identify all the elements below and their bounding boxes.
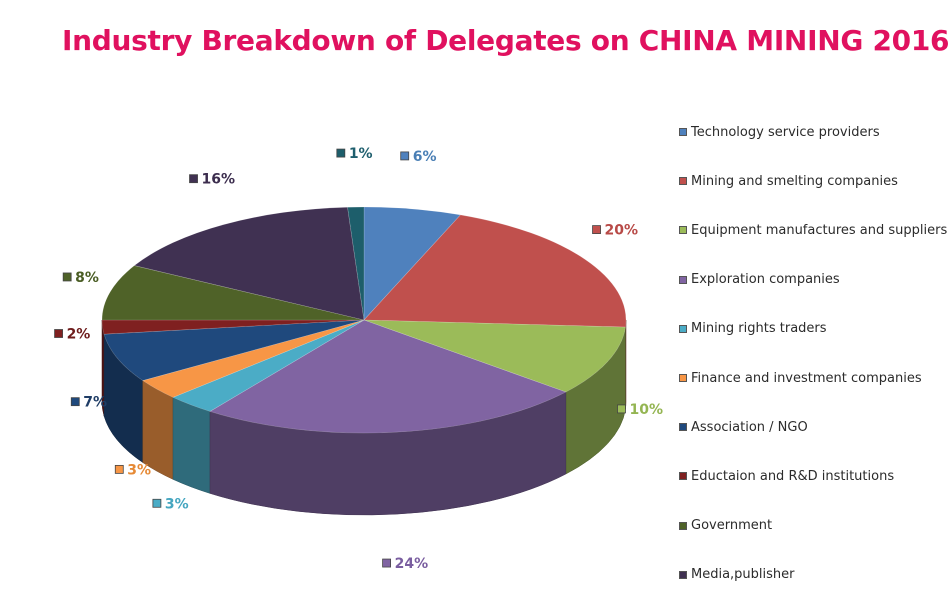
data-label-text-7: 2% (67, 327, 91, 343)
legend-swatch (679, 521, 687, 530)
pie-slice-0 (363, 206, 462, 321)
pie-slice-9 (133, 206, 365, 321)
data-label-marker-0 (400, 151, 410, 161)
legend-item: Finance and investment companies (679, 368, 922, 388)
data-label-text-1: 20% (605, 223, 639, 239)
legend-item: Association / NGO (679, 417, 808, 437)
pie-slice-8 (101, 265, 365, 321)
data-label-marker-10 (336, 148, 346, 158)
data-label-text-2: 10% (629, 402, 663, 418)
pie-slice-4 (172, 319, 365, 412)
legend-item: Government (679, 516, 772, 536)
legend-label: Exploration companies (691, 272, 840, 288)
pie-top (101, 206, 627, 434)
legend-item: Technology service providers (679, 122, 880, 142)
legend-swatch (679, 472, 687, 481)
legend-swatch (679, 177, 687, 186)
data-label-5: 3% (114, 462, 151, 478)
data-label-marker-1 (592, 225, 601, 234)
legend-item: Media,publisher (679, 565, 795, 585)
legend-item: Mining and smelting companies (679, 171, 898, 191)
data-label-marker-5 (114, 464, 124, 474)
pie-slice-5 (142, 319, 365, 398)
legend-label: Media,publisher (691, 567, 795, 583)
legend-label: Association / NGO (691, 419, 808, 435)
legend-label: Mining rights traders (691, 321, 827, 337)
data-label-text-8: 8% (75, 270, 99, 286)
data-label-marker-8 (62, 272, 72, 282)
pie-sides (101, 319, 627, 516)
data-label-text-4: 3% (165, 496, 189, 512)
data-label-text-9: 16% (202, 172, 236, 188)
data-label-text-5: 3% (127, 462, 151, 478)
data-label-text-3: 24% (395, 556, 429, 572)
data-label-marker-6 (70, 397, 80, 407)
pie-slice-6 (103, 319, 365, 381)
legend-swatch (679, 226, 687, 235)
legend-item: Equipment manufactures and suppliers (679, 220, 947, 240)
data-label-6: 7% (70, 395, 107, 411)
pie-slice-10 (347, 206, 365, 321)
legend-swatch (679, 324, 687, 333)
legend-item: Eductaion and R&D institutions (679, 466, 894, 486)
legend-label: Finance and investment companies (691, 370, 922, 386)
legend-item: Exploration companies (679, 270, 840, 290)
data-label-7: 2% (54, 327, 91, 343)
legend-swatch (679, 374, 687, 382)
data-label-marker-9 (189, 174, 198, 184)
data-label-marker-2 (617, 404, 626, 414)
pie-slice-3 (209, 319, 567, 434)
data-label-marker-4 (152, 498, 162, 508)
data-label-text-6: 7% (83, 395, 107, 411)
data-label-10: 1% (336, 146, 373, 162)
pie-side-4 (172, 396, 211, 494)
legend-swatch (679, 570, 687, 579)
chart-title: Industry Breakdown of Delegates on CHINA… (62, 24, 948, 57)
legend-label: Technology service providers (691, 124, 880, 140)
data-label-text-0: 6% (413, 149, 437, 165)
data-label-marker-3 (382, 558, 391, 568)
data-label-8: 8% (62, 270, 99, 286)
legend-swatch (679, 128, 687, 136)
pie-slice-1 (363, 214, 627, 328)
data-label-1: 20% (592, 223, 639, 239)
legend-label: Government (691, 518, 773, 534)
legend-label: Equipment manufactures and suppliers (691, 222, 948, 238)
data-label-0: 6% (400, 149, 437, 165)
data-label-3: 24% (382, 556, 429, 572)
data-label-text-10: 1% (349, 146, 373, 162)
legend-swatch (679, 275, 687, 284)
data-label-marker-7 (54, 329, 63, 338)
pie-slice-2 (363, 319, 626, 393)
legend-label: Eductaion and R&D institutions (691, 468, 895, 484)
pie-slice-7 (101, 319, 365, 335)
legend-label: Mining and smelting companies (691, 173, 898, 189)
data-label-9: 16% (189, 172, 236, 188)
data-label-2: 10% (617, 402, 663, 418)
data-label-4: 3% (152, 496, 189, 512)
legend-swatch (679, 423, 687, 432)
legend-item: Mining rights traders (679, 319, 827, 339)
pie-data-labels: 6% 20% 10% 24% 3% 3% 7% 2% 8% 16% 1% (54, 146, 663, 572)
